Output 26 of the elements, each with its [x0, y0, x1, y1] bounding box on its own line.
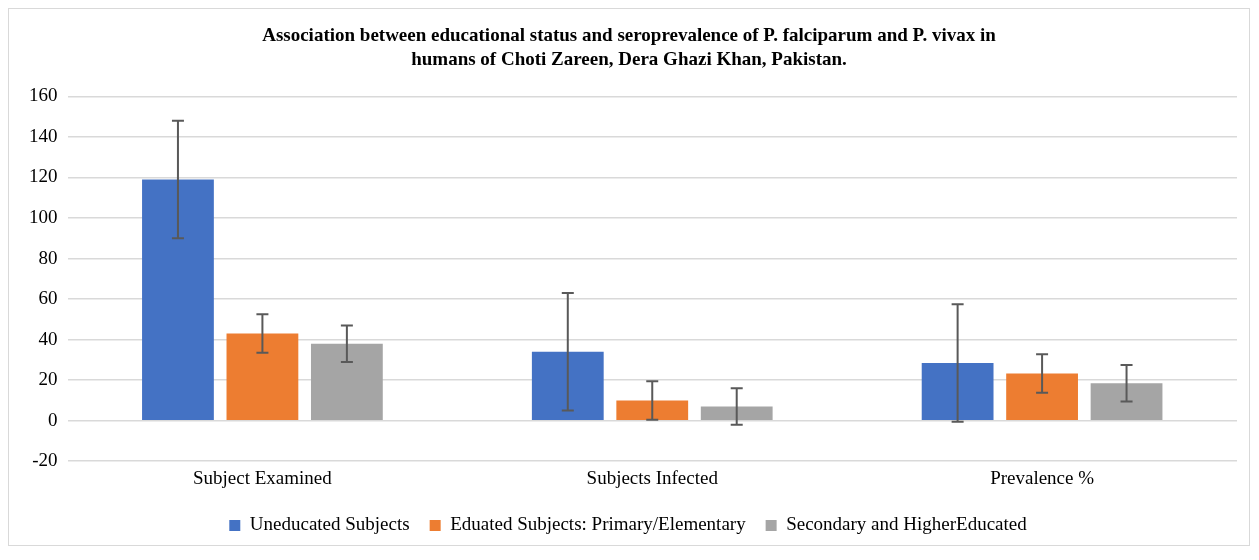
legend-label: Eduated Subjects: Primary/Elementary — [450, 512, 747, 534]
bar — [310, 343, 383, 420]
y-tick-label: -20 — [32, 448, 58, 470]
bar — [700, 405, 773, 420]
bar — [921, 362, 994, 420]
x-tick-label: Subjects Infected — [586, 466, 719, 488]
y-tick-label: 140 — [29, 124, 58, 146]
legend-label: Secondary and HigherEducated — [786, 512, 1028, 534]
bar — [226, 333, 299, 420]
x-tick-label: Subject Examined — [193, 466, 333, 488]
x-tick-label: Prevalence % — [990, 466, 1095, 488]
bar — [142, 178, 214, 420]
bar — [1090, 382, 1163, 420]
y-tick-label: 60 — [38, 286, 58, 308]
y-tick-label: 120 — [29, 164, 58, 186]
y-tick-label: 100 — [29, 205, 58, 227]
y-tick-label: 0 — [48, 408, 58, 430]
bar — [616, 399, 689, 420]
chart-title: Association between educational status and seroprevalence of P. falciparum and P. vivax in humans of Choti Zareen, Dera Ghazi Khan, Pakistan. — [261, 23, 997, 71]
y-tick-label: 40 — [38, 327, 58, 349]
bar — [531, 351, 604, 420]
legend-label: Uneducated Subjects — [249, 512, 410, 534]
bar — [1006, 372, 1078, 420]
y-tick-label: 160 — [29, 83, 58, 105]
y-tick-label: 20 — [38, 367, 58, 389]
y-tick-label: 80 — [38, 246, 58, 268]
